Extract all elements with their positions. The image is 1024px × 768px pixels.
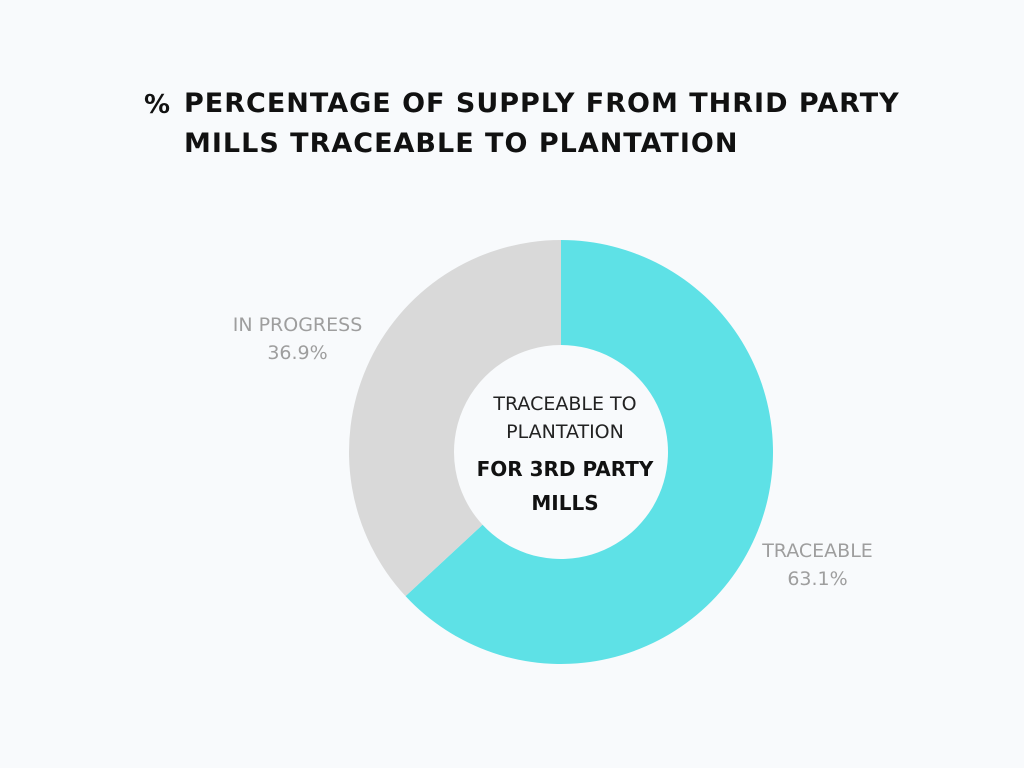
slice-value-traceable: 63.1% (787, 568, 848, 590)
center-label-top: TRACEABLE TO PLANTATION (493, 393, 637, 443)
slice-traceable[interactable] (405, 240, 773, 664)
slice-value-in-progress: 36.9% (267, 342, 328, 364)
percent-icon: % (144, 90, 171, 120)
slice-label-in-progress: IN PROGRESS 36.9% (215, 311, 380, 367)
slice-label-traceable: TRACEABLE 63.1% (735, 537, 900, 593)
chart-title: PERCENTAGE OF SUPPLY FROM THRID PARTY MI… (184, 88, 900, 159)
slice-in-progress[interactable] (348, 240, 561, 597)
slice-name-traceable: TRACEABLE (762, 540, 873, 562)
center-label-bottom: FOR 3RD PARTY MILLS (476, 457, 654, 515)
slice-name-in-progress: IN PROGRESS (232, 314, 363, 336)
